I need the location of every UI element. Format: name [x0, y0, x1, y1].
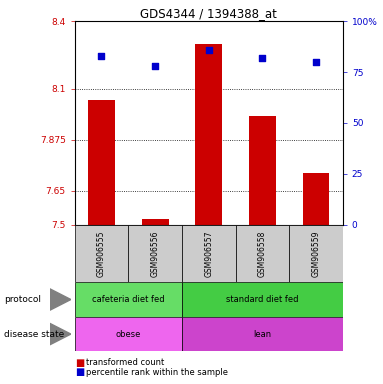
- Bar: [236, 225, 289, 282]
- Bar: [289, 225, 343, 282]
- Bar: [75, 317, 182, 351]
- Polygon shape: [50, 289, 71, 310]
- Text: obese: obese: [116, 329, 141, 339]
- Point: [313, 59, 319, 65]
- Text: ■: ■: [75, 367, 84, 377]
- Bar: [195, 44, 222, 225]
- Text: ■: ■: [75, 358, 84, 368]
- Point: [152, 63, 158, 69]
- Bar: [303, 173, 329, 225]
- Text: GSM906556: GSM906556: [151, 230, 160, 277]
- Text: GSM906557: GSM906557: [204, 230, 213, 277]
- Bar: [182, 282, 343, 317]
- Bar: [249, 116, 276, 225]
- Text: GSM906555: GSM906555: [97, 230, 106, 277]
- Text: standard diet fed: standard diet fed: [226, 295, 299, 304]
- Text: GSM906559: GSM906559: [311, 230, 321, 277]
- Point: [206, 46, 212, 53]
- Bar: [142, 219, 169, 225]
- Bar: [182, 317, 343, 351]
- Text: protocol: protocol: [4, 295, 41, 304]
- Title: GDS4344 / 1394388_at: GDS4344 / 1394388_at: [140, 7, 277, 20]
- Text: cafeteria diet fed: cafeteria diet fed: [92, 295, 165, 304]
- Text: lean: lean: [253, 329, 272, 339]
- Bar: [128, 225, 182, 282]
- Bar: [75, 225, 128, 282]
- Text: GSM906558: GSM906558: [258, 230, 267, 276]
- Point: [98, 53, 105, 59]
- Bar: [182, 225, 236, 282]
- Bar: [88, 100, 115, 225]
- Text: transformed count: transformed count: [86, 358, 164, 367]
- Point: [259, 55, 265, 61]
- Bar: [75, 282, 182, 317]
- Text: disease state: disease state: [4, 329, 64, 339]
- Text: percentile rank within the sample: percentile rank within the sample: [86, 368, 228, 377]
- Polygon shape: [50, 323, 71, 345]
